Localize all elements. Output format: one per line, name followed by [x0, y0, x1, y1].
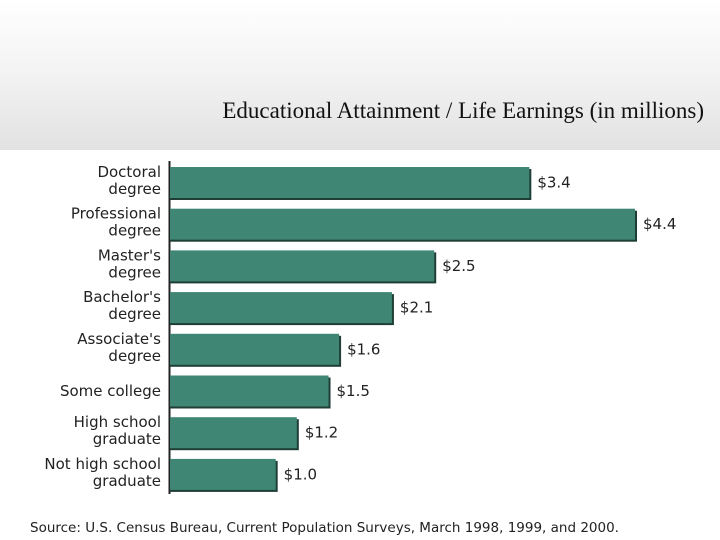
category-label: degree: [108, 305, 161, 323]
bar: [170, 458, 276, 490]
category-label: Not high school: [44, 455, 161, 473]
bar: [170, 292, 392, 324]
page-title: Educational Attainment / Life Earnings (…: [222, 98, 704, 123]
category-label: degree: [108, 263, 161, 281]
category-label: Doctoral: [97, 163, 161, 181]
category-label: graduate: [93, 472, 161, 490]
bar: [170, 250, 435, 282]
category-label: graduate: [93, 430, 161, 448]
category-label: Associate's: [77, 330, 161, 348]
bar: [170, 417, 297, 449]
bar-value-label: $2.5: [442, 257, 475, 275]
bar: [170, 208, 635, 240]
category-label: Bachelor's: [83, 288, 161, 306]
bar-value-label: $1.6: [347, 340, 380, 358]
category-label: Master's: [98, 246, 161, 264]
earnings-bar-chart: $3.4Doctoraldegree$4.4Professionaldegree…: [44, 161, 676, 494]
category-label: degree: [108, 180, 161, 198]
bar: [170, 333, 340, 365]
category-label: degree: [108, 222, 161, 240]
bar-value-label: $4.4: [643, 215, 676, 233]
title-banner: [0, 0, 720, 150]
category-label: degree: [108, 347, 161, 365]
category-label: High school: [74, 413, 161, 431]
bar-value-label: $1.0: [284, 465, 317, 483]
bar-value-label: $1.5: [337, 382, 370, 400]
category-label: Some college: [60, 382, 161, 400]
bar-value-label: $2.1: [400, 299, 433, 317]
source-note: Source: U.S. Census Bureau, Current Popu…: [30, 520, 619, 536]
bar-value-label: $3.4: [537, 174, 570, 192]
bar: [170, 167, 530, 198]
bar: [170, 375, 329, 407]
bar-value-label: $1.2: [305, 424, 338, 442]
category-label: Professional: [71, 205, 161, 223]
